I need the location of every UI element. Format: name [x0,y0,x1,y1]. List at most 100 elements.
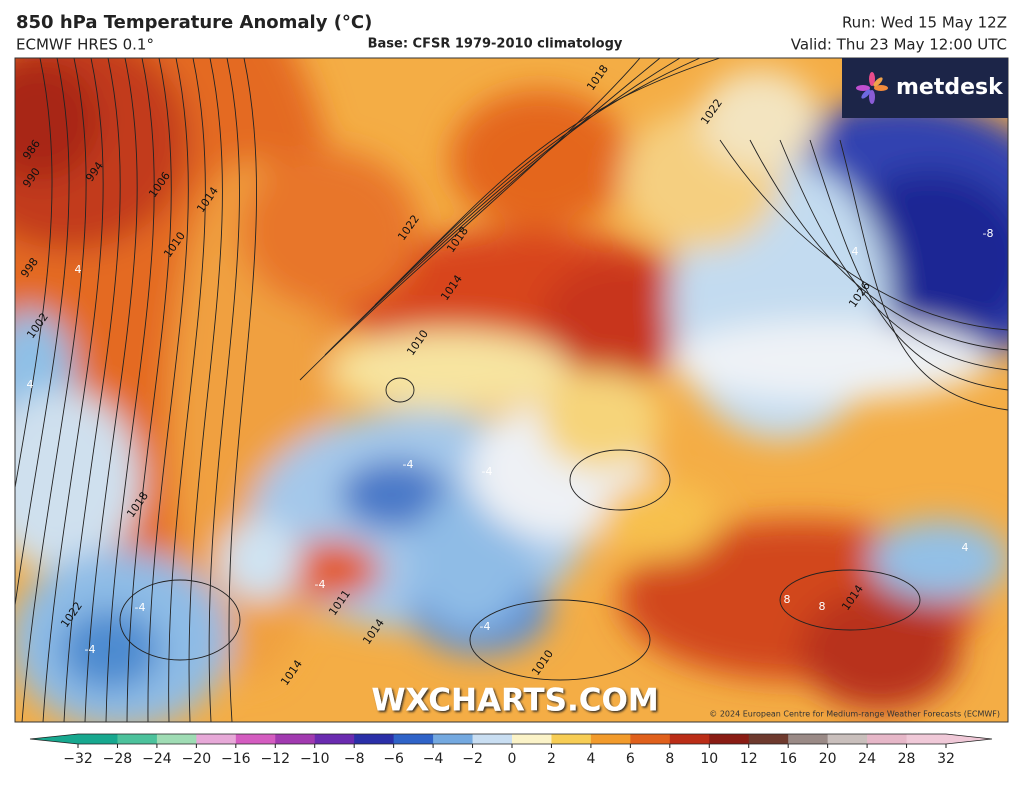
anomaly-blob [800,590,960,710]
valid: Valid: Thu 23 May 12:00 UTC [791,36,1007,54]
colorbar-tick-label: −16 [221,751,251,767]
anomaly-blob [280,540,380,600]
colorbar-tick-label: −10 [300,751,330,767]
colorbar-tick-label: −4 [423,751,444,767]
isobar [569,449,671,511]
isobar [168,58,206,722]
colorbar-segment [117,734,158,744]
colorbar-segment [551,734,592,744]
colorbar-tick-label: −20 [182,751,212,767]
isobar [84,58,138,722]
colorbar-segment [354,734,395,744]
anomaly-blob [340,460,450,530]
credit: © 2024 European Centre for Medium-range … [709,710,1000,719]
anomaly-label: -4 [403,458,414,471]
anomaly-blob [600,480,720,560]
anomaly-blob [540,260,700,380]
anomaly-label: 4 [27,378,34,391]
logo-icon [856,72,888,104]
colorbar-tick-label: 20 [819,751,837,767]
colorbar-tick-label: 0 [508,751,517,767]
colorbar-tick-label: 24 [858,751,876,767]
map-frame [14,57,1009,723]
isobar [208,58,240,722]
isobar [299,58,641,381]
anomaly-blob [240,150,420,310]
colorbar-segment [590,734,631,744]
colorbar-tick-label: 10 [700,751,718,767]
anomaly-blob [60,610,160,690]
isobar [147,58,189,722]
colorbar-segment [78,734,118,744]
isobar [324,58,661,356]
anomaly-label: 4 [852,245,859,258]
anomaly-blob [540,370,660,470]
isobar [228,58,257,722]
colorbar-tick-label: 28 [898,751,916,767]
isobar [42,58,104,722]
colorbar-tick-label: 8 [665,751,674,767]
anomaly-blob [450,90,630,230]
colorbar-tick-label: −2 [462,751,483,767]
isobar [188,58,223,722]
colorbar-tick-label: −6 [383,751,404,767]
anomaly-label: 4 [75,263,82,276]
colorbar-segment [748,734,789,744]
anomaly-label: 8 [819,600,826,613]
anomaly-blob [700,70,820,170]
model: ECMWF HRES 0.1° [16,36,154,54]
colorbar-end-low [30,734,78,744]
isobar [119,579,241,661]
colorbar-segment [669,734,710,744]
run: Run: Wed 15 May 12Z [842,14,1007,32]
colorbar-tick-label: −8 [344,751,365,767]
isobars [15,58,1008,722]
anomaly-label: -4 [85,643,96,656]
anomaly-blob [670,320,990,400]
anomaly-label: -4 [480,620,491,633]
anomaly-label: -8 [983,227,994,240]
anomaly-blob [330,330,570,410]
anomaly-blob [15,60,100,180]
colorbar-segment [275,734,316,744]
isobar [15,58,53,491]
colorbar-segment [788,734,829,744]
colorbar-tick-label: 2 [547,751,556,767]
anomaly-label: 4 [962,541,969,554]
colorbar-end-high [946,734,992,744]
anomaly-blob [220,520,300,600]
colorbar-segment [393,734,434,744]
colorbar-tick-label: 32 [937,751,955,767]
colorbar-segment [630,734,671,744]
logo-text: metdesk [896,75,1004,100]
colorbar: −32 −28 −24 −20 −16 −12 −10 −8 −6 −4 −2 0 2 4 6 8 10 12 16… [29,733,993,767]
colorbar-segment [314,734,355,744]
isobar [126,58,172,722]
colorbar-segment [235,734,276,744]
colorbar-segment [512,734,552,744]
colorbar-tick-label: 6 [626,751,635,767]
colorbar-tick-label: 4 [586,751,595,767]
colorbar-tick-label: −32 [63,751,93,767]
base: Base: CFSR 1979-2010 climatology [368,37,623,52]
colorbar-segment [906,734,947,744]
isobar [15,58,70,609]
colorbar-segment [472,734,513,744]
colorbar-segment [709,734,750,744]
isobar [21,58,87,722]
colorbar-segment [196,734,237,744]
colorbar-segment [433,734,474,744]
colorbar-tick-label: −24 [142,751,172,767]
isobar [105,58,155,722]
colorbar-tick-label: −28 [103,751,133,767]
title: 850 hPa Temperature Anomaly (°C) [16,12,372,33]
colorbar-tick-label: 16 [779,751,797,767]
isobar [399,58,721,281]
isobar [469,599,651,681]
anomaly-blob [870,520,1008,600]
anomaly-label: -4 [482,465,493,478]
anomaly-label: -4 [135,601,146,614]
